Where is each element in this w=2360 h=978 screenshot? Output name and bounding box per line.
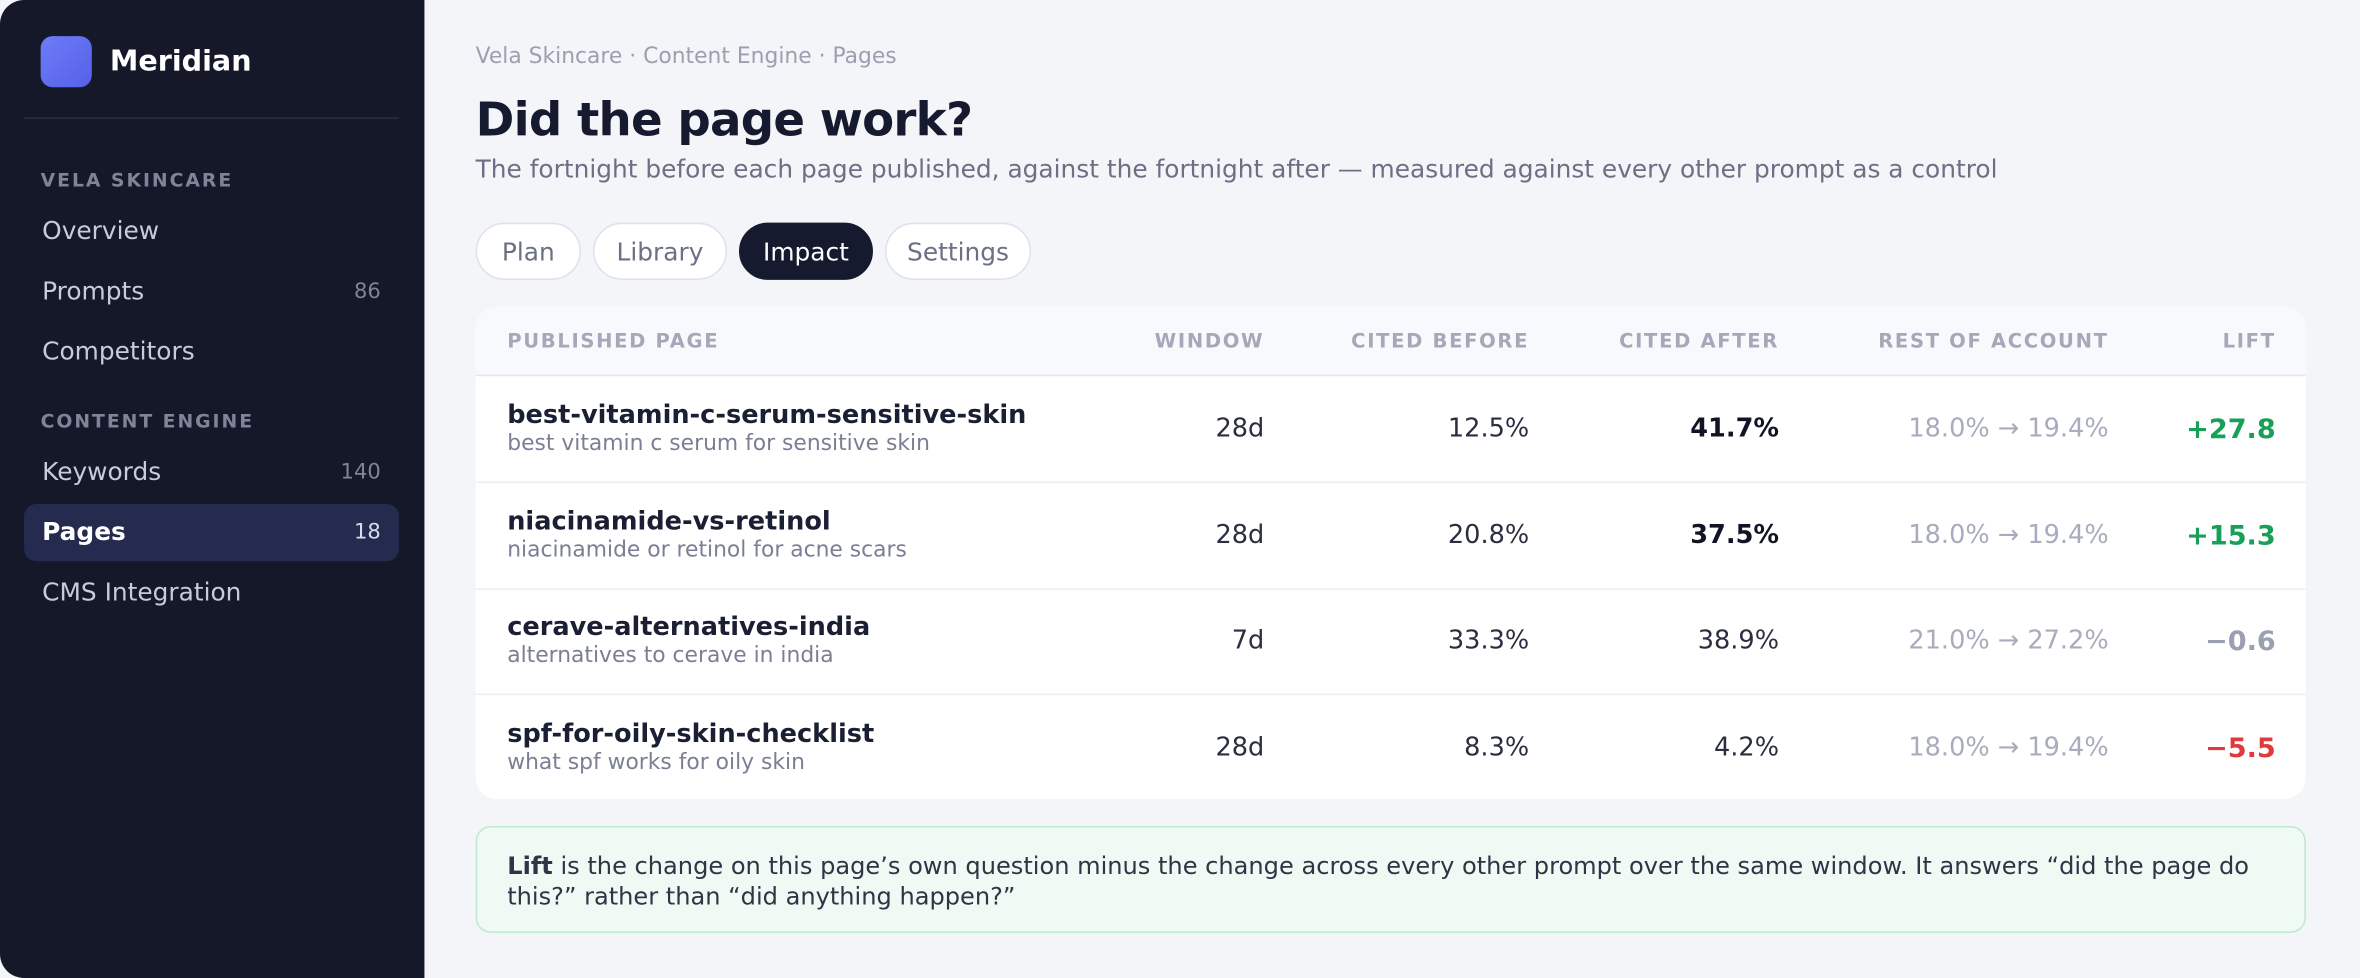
breadcrumb: Vela Skincare · Content Engine · Pages xyxy=(475,45,897,70)
cell-lift: +15.3 xyxy=(2186,519,2276,552)
cell-after: 37.5% xyxy=(1690,519,1780,550)
page-slug: spf-for-oily-skin-checklist xyxy=(507,718,875,749)
logo xyxy=(40,36,92,88)
cell-window: 28d xyxy=(1215,731,1265,763)
cell-lift: −5.5 xyxy=(2205,731,2276,764)
tab[interactable]: Settings xyxy=(884,222,1031,280)
page-query: alternatives to cerave in india xyxy=(507,643,834,669)
nav-count: 140 xyxy=(340,460,381,485)
nav-group-label: VELA SKINCARE xyxy=(40,168,234,192)
column-header: Window xyxy=(1154,331,1265,354)
cell-window: 28d xyxy=(1215,413,1265,444)
sidebar: Meridian VELA SKINCARE Overview Prompts 86 C… xyxy=(0,0,425,978)
nav-count: 18 xyxy=(353,520,381,545)
page-query: niacinamide or retinol for acne scars xyxy=(507,537,907,562)
cell-rest: 18.0% → 19.4% xyxy=(1908,519,2109,550)
cell-window: 28d xyxy=(1215,519,1265,550)
nav-item[interactable]: Prompts 86 xyxy=(24,263,399,320)
table-row: niacinamide-vs-retinol niacinamide or ret… xyxy=(475,482,2306,590)
nav-item[interactable]: Competitors xyxy=(24,323,399,380)
page-title: Did the page work? xyxy=(475,93,973,148)
cell-before: 33.3% xyxy=(1447,625,1530,657)
nav-label: Keywords xyxy=(42,457,162,486)
cell-after: 4.2% xyxy=(1714,731,1780,763)
cell-before: 20.8% xyxy=(1447,519,1530,550)
nav-item[interactable]: Keywords 140 xyxy=(24,444,399,501)
cell-lift: −0.6 xyxy=(2205,625,2276,658)
cell-rest: 18.0% → 19.4% xyxy=(1908,731,2109,763)
divider xyxy=(24,117,399,119)
column-header: Lift xyxy=(2222,331,2276,354)
tab[interactable]: Impact xyxy=(739,222,873,280)
nav-label: Competitors xyxy=(42,337,195,366)
cell-before: 8.3% xyxy=(1464,731,1530,763)
brand: Meridian xyxy=(109,45,252,79)
page-slug: cerave-alternatives-india xyxy=(507,612,871,643)
tab[interactable]: Plan xyxy=(475,222,581,280)
subtitle: The fortnight before each page published… xyxy=(475,154,1998,184)
page-query: what spf works for oily skin xyxy=(507,750,805,775)
table: Published page Window Cited before Cited af… xyxy=(475,306,2306,799)
table-row: spf-for-oily-skin-checklist what spf work… xyxy=(476,694,2306,799)
nav-item[interactable]: Overview xyxy=(24,203,399,260)
nav-label: CMS Integration xyxy=(42,577,242,607)
page-slug: best-vitamin-c-serum-sensitive-skin xyxy=(507,400,1027,431)
nav-label: Pages xyxy=(42,517,126,547)
table-row: cerave-alternatives-india alternatives to… xyxy=(475,588,2306,696)
column-header: Rest of account xyxy=(1878,331,2109,354)
page-query: best vitamin c serum for sensitive skin xyxy=(507,431,930,456)
nav-label: Prompts xyxy=(42,276,145,306)
note-term: Lift xyxy=(507,851,553,881)
nav-label: Overview xyxy=(42,216,160,246)
nav-group-label: CONTENT ENGINE xyxy=(40,409,255,432)
nav-item[interactable]: CMS Integration xyxy=(24,564,399,621)
cell-before: 12.5% xyxy=(1447,413,1530,444)
cell-window: 7d xyxy=(1231,625,1265,657)
nav-item[interactable]: Pages 18 xyxy=(24,504,399,562)
note: Lift is the change on this page’s own qu… xyxy=(475,826,2306,933)
page-slug: niacinamide-vs-retinol xyxy=(507,506,831,537)
cell-rest: 21.0% → 27.2% xyxy=(1908,625,2109,657)
table-header: Published page Window Cited before Cited af… xyxy=(475,306,2306,377)
table-row: best-vitamin-c-serum-sensitive-skin best … xyxy=(475,376,2306,483)
cell-lift: +27.8 xyxy=(2186,413,2276,446)
cell-after: 38.9% xyxy=(1697,625,1780,657)
note-text: is the change on this page’s own questio… xyxy=(507,851,2250,911)
column-header: Cited before xyxy=(1351,331,1530,354)
cell-rest: 18.0% → 19.4% xyxy=(1908,413,2109,444)
tab[interactable]: Library xyxy=(593,222,727,280)
nav-count: 86 xyxy=(353,279,381,304)
column-header: Cited after xyxy=(1619,331,1780,354)
column-header: Published page xyxy=(507,331,720,354)
cell-after: 41.7% xyxy=(1690,413,1780,444)
